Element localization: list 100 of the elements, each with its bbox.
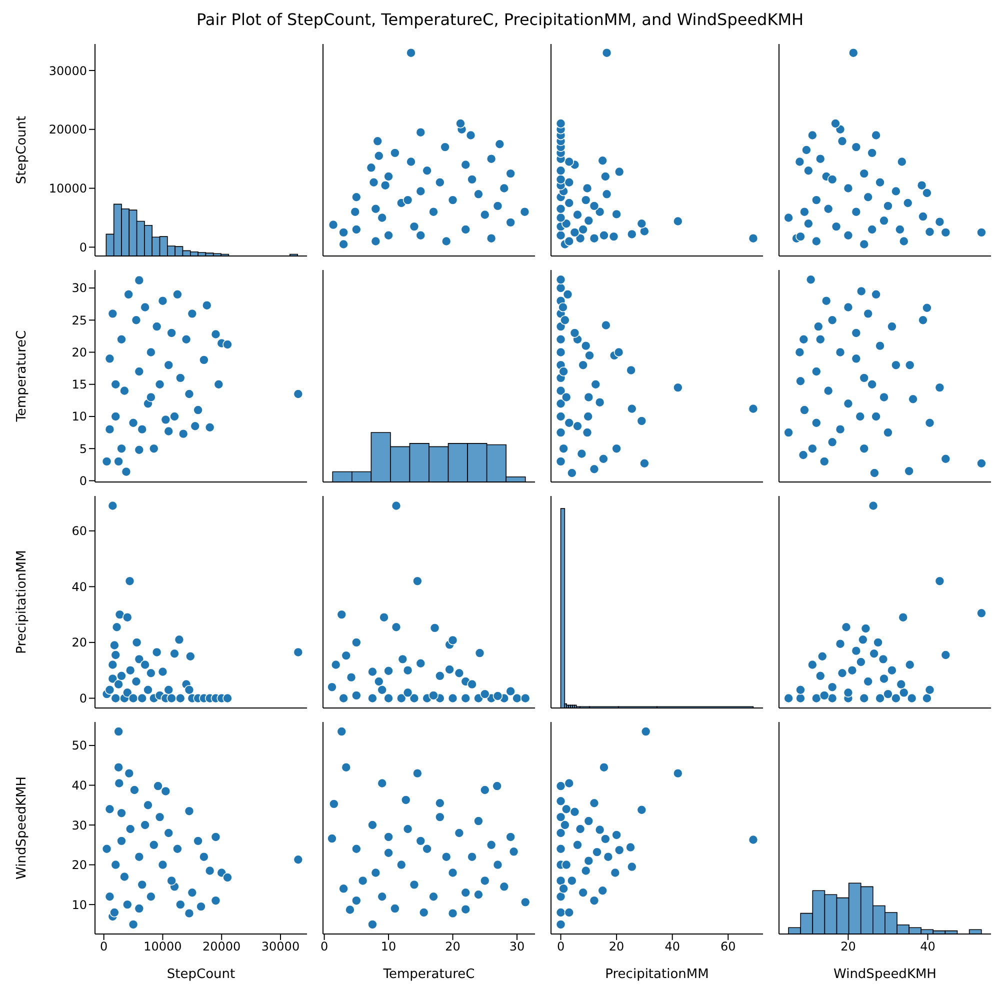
- point: [612, 444, 622, 454]
- point: [480, 689, 490, 699]
- point: [384, 666, 394, 676]
- point: [134, 852, 144, 862]
- point: [855, 412, 866, 422]
- point: [556, 230, 566, 240]
- point: [867, 224, 877, 234]
- point: [636, 218, 647, 229]
- point: [338, 884, 348, 894]
- point: [594, 397, 605, 408]
- point: [626, 404, 637, 414]
- point: [164, 360, 174, 370]
- point: [336, 610, 347, 620]
- point: [104, 354, 115, 364]
- point: [673, 216, 683, 226]
- point: [506, 686, 516, 696]
- point: [556, 892, 566, 902]
- point: [556, 920, 566, 930]
- point: [556, 212, 566, 223]
- point: [152, 322, 162, 332]
- point: [422, 166, 432, 176]
- point: [418, 908, 429, 918]
- point: [584, 856, 594, 866]
- point: [327, 682, 337, 692]
- point: [564, 177, 574, 188]
- point: [116, 444, 126, 454]
- point: [110, 908, 120, 918]
- point: [377, 684, 388, 695]
- point: [673, 382, 683, 392]
- point: [174, 634, 184, 645]
- point: [827, 315, 838, 326]
- point: [486, 154, 496, 164]
- point: [796, 376, 806, 386]
- point: [603, 852, 614, 862]
- point: [467, 174, 477, 184]
- point: [172, 290, 182, 300]
- point: [448, 195, 458, 205]
- point: [116, 334, 126, 344]
- y-tick-label: 15: [72, 378, 87, 392]
- point: [370, 236, 381, 246]
- point: [435, 798, 445, 808]
- point: [202, 300, 212, 310]
- y-axis-title: PrecipitationMM: [14, 550, 30, 654]
- point: [390, 904, 400, 914]
- point: [338, 239, 348, 250]
- point: [564, 236, 574, 246]
- x-axis-title: TemperatureC: [382, 967, 475, 982]
- point: [556, 386, 566, 396]
- point: [924, 684, 935, 695]
- point: [351, 192, 362, 202]
- point: [370, 868, 381, 878]
- point: [561, 218, 572, 229]
- point: [561, 860, 572, 870]
- point: [184, 908, 194, 918]
- point: [784, 693, 794, 704]
- point: [132, 638, 142, 648]
- point: [293, 647, 304, 658]
- point: [366, 162, 376, 173]
- point: [454, 828, 464, 838]
- text: Pair Plot of StepCount, TemperatureC, PrecipitationMM, and WindSpeedKMH: [195, 10, 805, 29]
- point: [175, 373, 186, 383]
- point: [883, 428, 893, 438]
- point: [391, 500, 402, 511]
- y-axis-title: TemperatureC: [14, 330, 30, 423]
- point: [640, 726, 651, 736]
- point: [612, 830, 622, 840]
- point: [863, 676, 874, 686]
- point: [506, 832, 516, 842]
- x-tick-label: 10: [380, 940, 396, 954]
- point: [148, 840, 159, 850]
- point: [158, 860, 168, 870]
- point: [435, 177, 445, 188]
- point: [520, 693, 530, 704]
- y-tick-label: 0: [79, 691, 87, 706]
- point: [582, 183, 592, 194]
- point: [416, 658, 426, 668]
- point: [831, 222, 842, 232]
- point: [572, 840, 582, 850]
- point: [556, 876, 566, 886]
- point: [409, 222, 420, 232]
- point: [580, 195, 591, 205]
- point: [193, 405, 203, 415]
- point: [222, 693, 232, 704]
- point: [556, 204, 566, 214]
- point: [807, 130, 818, 140]
- point: [114, 456, 124, 466]
- point: [871, 130, 881, 140]
- point: [474, 189, 484, 200]
- point: [406, 48, 416, 58]
- point: [572, 210, 582, 220]
- point: [835, 638, 846, 649]
- point: [835, 347, 846, 358]
- point: [800, 405, 810, 415]
- point: [896, 156, 907, 167]
- point: [576, 448, 587, 459]
- point: [856, 657, 866, 667]
- point: [598, 886, 608, 896]
- point: [636, 804, 647, 815]
- point: [384, 172, 394, 182]
- point: [102, 456, 112, 466]
